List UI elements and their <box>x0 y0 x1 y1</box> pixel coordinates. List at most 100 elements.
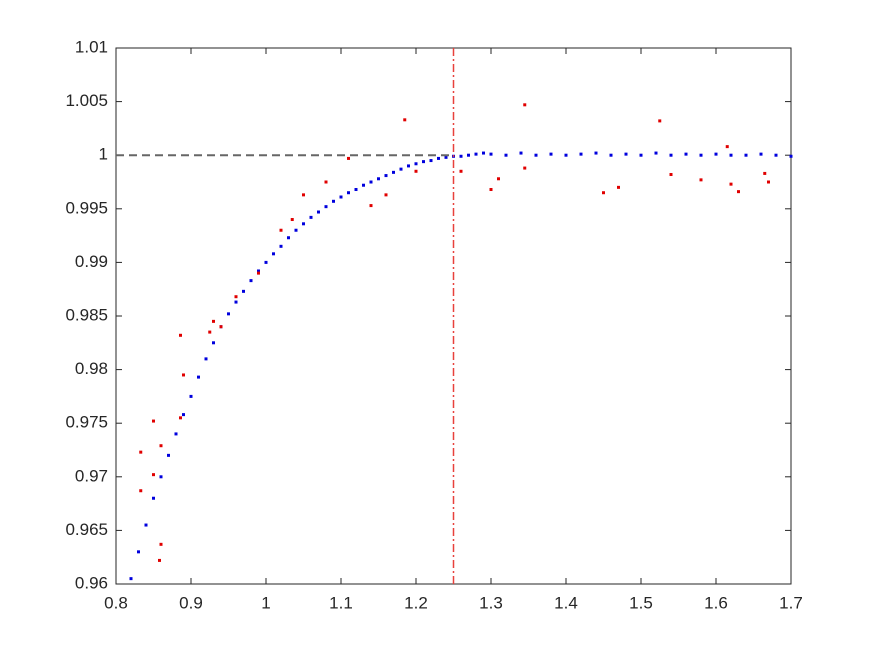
point <box>212 319 215 323</box>
x-tick-label: 1.7 <box>779 593 803 612</box>
point <box>272 252 275 256</box>
point <box>317 210 320 214</box>
point <box>152 473 155 477</box>
point <box>152 419 155 423</box>
point <box>369 204 373 208</box>
point <box>407 164 410 168</box>
point <box>369 180 373 184</box>
point <box>182 413 185 417</box>
point <box>279 244 283 248</box>
point <box>422 160 425 164</box>
point <box>179 416 182 420</box>
point <box>444 155 448 159</box>
x-tick-label: 1 <box>261 593 270 612</box>
point <box>257 269 260 273</box>
point <box>759 152 763 156</box>
point <box>182 373 185 377</box>
point <box>699 178 703 182</box>
x-tick-label: 1.2 <box>404 593 428 612</box>
point <box>208 330 212 334</box>
point <box>658 119 662 123</box>
point <box>204 357 208 361</box>
point <box>437 156 440 160</box>
x-tick-label: 1.3 <box>479 593 503 612</box>
point <box>174 432 178 436</box>
point <box>302 222 305 226</box>
y-tick-label: 1.005 <box>65 91 108 110</box>
point <box>362 183 365 187</box>
point <box>497 177 500 181</box>
point <box>579 152 583 156</box>
point <box>729 182 733 186</box>
y-tick-label: 1.01 <box>75 37 108 56</box>
point <box>519 151 523 155</box>
point <box>609 153 613 157</box>
point <box>414 162 418 166</box>
point <box>564 153 568 157</box>
point <box>377 177 380 181</box>
point <box>197 375 200 379</box>
y-tick-label: 0.99 <box>75 252 108 271</box>
point <box>279 228 283 232</box>
point <box>339 195 343 199</box>
point <box>669 172 673 176</box>
point <box>669 153 673 157</box>
point <box>139 450 143 454</box>
point <box>234 295 238 299</box>
x-tick-label: 1.1 <box>329 593 353 612</box>
y-tick-label: 0.995 <box>65 198 108 217</box>
point <box>249 279 253 283</box>
point <box>219 325 223 329</box>
y-tick-label: 0.965 <box>65 520 108 539</box>
point <box>212 341 215 345</box>
point <box>324 180 328 184</box>
point <box>403 118 407 122</box>
point <box>167 453 170 457</box>
point <box>763 171 767 175</box>
point <box>414 169 418 173</box>
point <box>257 271 260 275</box>
point <box>617 185 620 189</box>
point <box>737 190 740 194</box>
y-tick-label: 0.96 <box>75 573 108 592</box>
point <box>523 166 527 170</box>
point <box>129 577 133 581</box>
point <box>744 153 748 157</box>
point <box>347 191 350 195</box>
point <box>624 152 628 156</box>
point <box>489 188 493 192</box>
point <box>287 236 290 240</box>
point <box>789 154 793 158</box>
point <box>714 152 718 156</box>
point <box>152 496 155 500</box>
point <box>534 153 538 157</box>
point <box>302 193 305 197</box>
y-tick-label: 0.975 <box>65 413 108 432</box>
point <box>354 188 358 192</box>
point <box>725 145 729 149</box>
point <box>654 151 658 155</box>
point <box>482 151 485 155</box>
point <box>549 152 553 156</box>
y-tick-label: 1 <box>99 145 108 164</box>
point <box>189 394 193 398</box>
point <box>384 193 388 197</box>
point <box>399 167 403 171</box>
x-tick-label: 1.5 <box>629 593 653 612</box>
y-tick-label: 0.98 <box>75 359 108 378</box>
point <box>324 205 328 209</box>
y-tick-label: 0.97 <box>75 466 108 485</box>
point <box>459 154 463 158</box>
point <box>489 152 493 156</box>
y-tick-label: 0.985 <box>65 305 108 324</box>
point <box>684 152 688 156</box>
point <box>767 180 770 184</box>
point <box>467 153 470 157</box>
point <box>332 199 335 203</box>
point <box>264 260 268 264</box>
point <box>504 153 508 157</box>
point <box>459 169 463 173</box>
point <box>347 156 350 160</box>
